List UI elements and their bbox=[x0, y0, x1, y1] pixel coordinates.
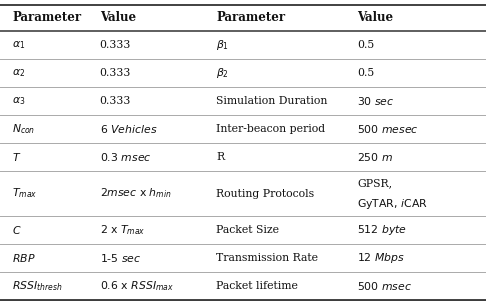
Text: 2 x $T_{max}$: 2 x $T_{max}$ bbox=[100, 224, 145, 237]
Text: $\beta_1$: $\beta_1$ bbox=[216, 38, 229, 52]
Text: $RSSI_{thresh}$: $RSSI_{thresh}$ bbox=[12, 279, 63, 293]
Text: Value: Value bbox=[100, 12, 136, 25]
Text: $RBP$: $RBP$ bbox=[12, 252, 35, 264]
Text: 0.5: 0.5 bbox=[357, 40, 374, 50]
Text: $C$: $C$ bbox=[12, 225, 22, 236]
Text: 0.5: 0.5 bbox=[357, 68, 374, 78]
Text: $\alpha_2$: $\alpha_2$ bbox=[12, 67, 25, 79]
Text: R: R bbox=[216, 152, 225, 162]
Text: 500 $\mathit{mesec}$: 500 $\mathit{mesec}$ bbox=[357, 123, 419, 135]
Text: 0.333: 0.333 bbox=[100, 68, 131, 78]
Text: Transmission Rate: Transmission Rate bbox=[216, 253, 318, 263]
Text: 1-5 $\mathit{sec}$: 1-5 $\mathit{sec}$ bbox=[100, 252, 141, 264]
Text: Value: Value bbox=[357, 12, 393, 25]
Text: 12 $\mathit{Mbps}$: 12 $\mathit{Mbps}$ bbox=[357, 251, 405, 265]
Text: $T_{max}$: $T_{max}$ bbox=[12, 187, 37, 201]
Text: 0.333: 0.333 bbox=[100, 40, 131, 50]
Text: 0.333: 0.333 bbox=[100, 96, 131, 106]
Text: 0.6 x $RSSI_{max}$: 0.6 x $RSSI_{max}$ bbox=[100, 279, 174, 293]
Text: 512 $\mathit{byte}$: 512 $\mathit{byte}$ bbox=[357, 223, 407, 237]
Text: Inter-beacon period: Inter-beacon period bbox=[216, 124, 326, 134]
Text: Simulation Duration: Simulation Duration bbox=[216, 96, 328, 106]
Text: 250 $\mathit{m}$: 250 $\mathit{m}$ bbox=[357, 151, 393, 163]
Text: $\alpha_3$: $\alpha_3$ bbox=[12, 95, 26, 107]
Text: $\alpha_1$: $\alpha_1$ bbox=[12, 39, 25, 51]
Text: Parameter: Parameter bbox=[12, 12, 81, 25]
Text: Routing Protocols: Routing Protocols bbox=[216, 188, 314, 198]
Text: GyTAR, $\mathit{i}$CAR: GyTAR, $\mathit{i}$CAR bbox=[357, 197, 428, 211]
Text: $\beta_2$: $\beta_2$ bbox=[216, 66, 229, 80]
Text: $T$: $T$ bbox=[12, 151, 21, 163]
Text: Parameter: Parameter bbox=[216, 12, 285, 25]
Text: $2msec$ x $h_{min}$: $2msec$ x $h_{min}$ bbox=[100, 187, 171, 201]
Text: $N_{con}$: $N_{con}$ bbox=[12, 122, 35, 136]
Text: 6 $\mathit{Vehicles}$: 6 $\mathit{Vehicles}$ bbox=[100, 123, 157, 135]
Text: 30 $\mathit{sec}$: 30 $\mathit{sec}$ bbox=[357, 95, 395, 107]
Text: 500 $\mathit{msec}$: 500 $\mathit{msec}$ bbox=[357, 280, 412, 292]
Text: Packet Size: Packet Size bbox=[216, 225, 279, 235]
Text: GPSR,: GPSR, bbox=[357, 178, 392, 188]
Text: 0.3 $\mathit{msec}$: 0.3 $\mathit{msec}$ bbox=[100, 151, 151, 163]
Text: Packet lifetime: Packet lifetime bbox=[216, 281, 298, 291]
